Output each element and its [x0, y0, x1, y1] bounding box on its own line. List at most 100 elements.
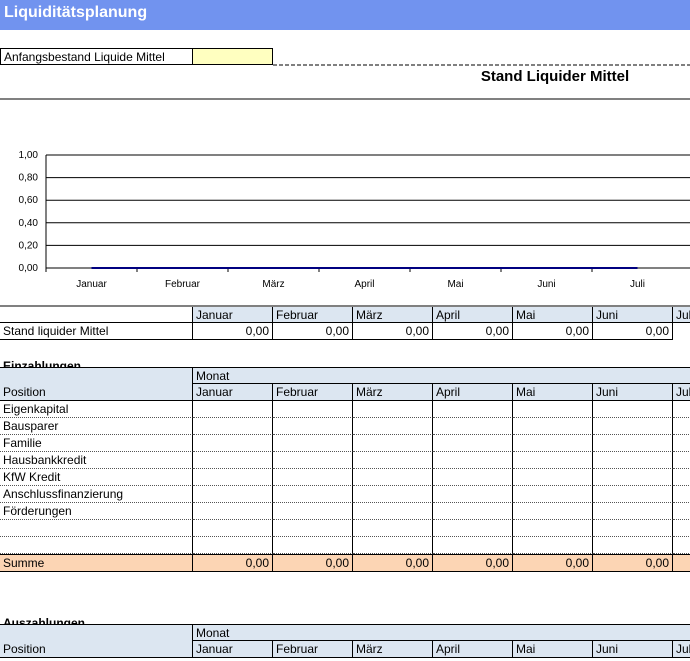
value-cell: 0,00	[193, 323, 273, 340]
input-cell	[193, 503, 273, 520]
input-cell	[433, 435, 513, 452]
input-cell	[673, 452, 690, 469]
input-cell	[593, 418, 673, 435]
value-cell: 0,00	[513, 323, 593, 340]
month-header: Februar	[273, 384, 353, 401]
x-tick-label: März	[262, 279, 284, 290]
value-cell: 0,00	[353, 323, 433, 340]
input-cell	[513, 520, 593, 537]
y-tick-label: 0,20	[19, 240, 39, 251]
value-cell: 0,00	[433, 323, 513, 340]
month-header: März	[353, 384, 433, 401]
input-cell	[273, 452, 353, 469]
input-cell	[193, 537, 273, 554]
input-cell	[353, 486, 433, 503]
y-tick-label: 0,00	[19, 263, 39, 274]
input-cell	[193, 418, 273, 435]
title-bar: Liquiditätsplanung	[0, 0, 690, 30]
input-cell	[513, 486, 593, 503]
input-cell	[673, 418, 690, 435]
input-cell	[273, 520, 353, 537]
opening-input	[193, 48, 273, 65]
input-cell	[353, 418, 433, 435]
row-label	[0, 520, 193, 537]
month-header: Juni	[593, 384, 673, 401]
input-cell	[593, 469, 673, 486]
month-header: Mai	[513, 307, 593, 323]
y-tick-label: 0,60	[19, 195, 39, 206]
sum-cell: 0,00	[193, 554, 273, 572]
row-label	[0, 537, 193, 554]
input-cell	[193, 452, 273, 469]
month-header: März	[353, 307, 433, 323]
input-cell	[433, 469, 513, 486]
input-cell	[593, 435, 673, 452]
input-cell	[433, 452, 513, 469]
month-header: Juli	[673, 641, 690, 658]
input-cell	[353, 537, 433, 554]
input-cell	[673, 537, 690, 554]
input-cell	[513, 435, 593, 452]
input-cell	[593, 503, 673, 520]
month-header: Februar	[273, 641, 353, 658]
x-tick-label: April	[354, 279, 374, 290]
input-cell	[353, 469, 433, 486]
row-label: Familie	[0, 435, 193, 452]
sum-cell: 0,00	[273, 554, 353, 572]
month-header: Mai	[513, 641, 593, 658]
input-cell	[273, 486, 353, 503]
input-cell	[433, 401, 513, 418]
sum-cell: 0,00	[433, 554, 513, 572]
input-cell	[433, 486, 513, 503]
input-cell	[273, 401, 353, 418]
y-tick-label: 1,00	[19, 150, 39, 161]
input-cell	[353, 435, 433, 452]
row-label: KfW Kredit	[0, 469, 193, 486]
month-header: Mai	[513, 384, 593, 401]
month-header: April	[433, 307, 513, 323]
month-header: Januar	[193, 641, 273, 658]
sum-label: Summe	[0, 554, 193, 572]
month-header: Juli	[673, 307, 690, 323]
month-header: April	[433, 384, 513, 401]
input-cell	[513, 452, 593, 469]
value-cell: 0,00	[273, 323, 353, 340]
input-cell	[433, 537, 513, 554]
input-cell	[433, 418, 513, 435]
month-header: März	[353, 641, 433, 658]
input-cell	[593, 486, 673, 503]
opening-label: Anfangsbestand Liquide Mittel	[0, 48, 193, 65]
input-cell	[273, 435, 353, 452]
x-tick-label: Mai	[447, 279, 463, 290]
input-cell	[273, 503, 353, 520]
sum-cell: 0,00	[353, 554, 433, 572]
input-cell	[433, 503, 513, 520]
month-header: Januar	[193, 307, 273, 323]
position-header	[0, 367, 193, 401]
input-cell	[673, 469, 690, 486]
input-cell	[193, 401, 273, 418]
input-cell	[353, 503, 433, 520]
input-cell	[673, 435, 690, 452]
month-header: Juni	[593, 307, 673, 323]
input-cell	[673, 520, 690, 537]
row-label: Hausbankkredit	[0, 452, 193, 469]
input-cell	[193, 435, 273, 452]
sum-cell: 0,00	[513, 554, 593, 572]
month-header: Juni	[593, 641, 673, 658]
input-cell	[673, 486, 690, 503]
input-cell	[193, 486, 273, 503]
month-header: Juli	[673, 384, 690, 401]
input-cell	[193, 469, 273, 486]
input-cell	[193, 520, 273, 537]
x-tick-label: Juni	[537, 279, 555, 290]
position-header: Position	[3, 385, 46, 399]
x-tick-label: Januar	[76, 279, 107, 290]
x-tick-label: Juli	[630, 279, 645, 290]
sum-cell	[673, 554, 690, 572]
input-cell	[513, 537, 593, 554]
input-cell	[273, 537, 353, 554]
month-header: April	[433, 641, 513, 658]
